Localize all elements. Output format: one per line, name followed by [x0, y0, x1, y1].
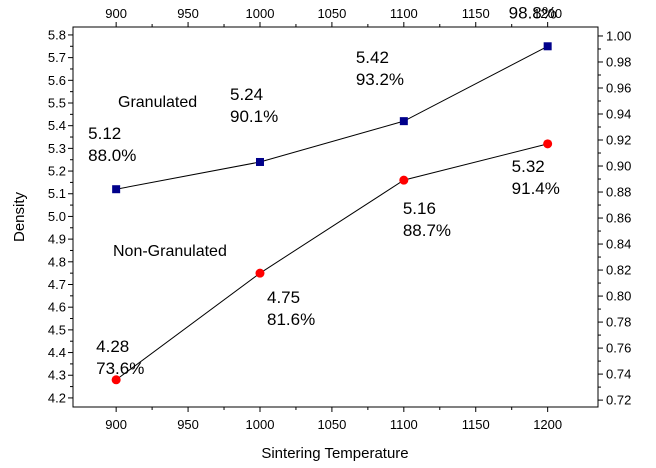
x-top-tick-label: 1200 [533, 6, 562, 21]
x-tick-label: 1050 [317, 417, 346, 432]
y-tick-label: 4.7 [48, 277, 66, 292]
y-tick-label: 5.3 [48, 141, 66, 156]
y-tick-label: 4.6 [48, 300, 66, 315]
series-line-1 [115, 143, 548, 381]
x-tick-label: 1150 [462, 417, 490, 432]
y-tick-label: 5.1 [48, 186, 66, 201]
y2-tick-label: 0.98 [606, 54, 631, 69]
y2-tick-label: 0.90 [606, 159, 631, 174]
data-label-value: 5.12 [88, 124, 121, 143]
y2-tick-label: 0.74 [606, 367, 631, 382]
y-tick-label: 5.0 [48, 209, 66, 224]
series-line-0 [116, 45, 548, 190]
x-top-tick-label: 1150 [462, 6, 490, 21]
series-lines [115, 45, 548, 381]
y2-tick-label: 0.76 [606, 341, 631, 356]
data-point-circle [111, 375, 121, 385]
y2-tick-label: 0.88 [606, 185, 631, 200]
y-tick-label: 5.7 [48, 50, 66, 65]
y2-tick-label: 0.72 [606, 393, 631, 408]
series-label-granulated: Granulated [118, 94, 197, 111]
y-tick-label: 4.3 [48, 368, 66, 383]
data-point-circle [399, 175, 409, 185]
data-label-percent: 88.0% [88, 146, 136, 165]
x-top-tick-label: 1100 [390, 6, 418, 21]
plot-frame [72, 26, 599, 408]
y-tick-label: 5.5 [48, 96, 66, 111]
y2-tick-label: 1.00 [606, 28, 631, 43]
y-axis-title: Density [11, 191, 28, 242]
data-label-percent: 88.7% [403, 221, 451, 240]
y-tick-label: 4.4 [48, 345, 66, 360]
y-tick-label: 5.8 [48, 27, 66, 42]
series-label-non-granulated: Non-Granulated [113, 243, 227, 260]
y2-tick-label: 0.86 [606, 211, 631, 226]
data-point-square [255, 157, 264, 166]
y-tick-label: 5.2 [48, 164, 66, 179]
data-label-value: 4.28 [96, 337, 129, 356]
y-tick-label: 4.8 [48, 254, 66, 269]
y2-tick-label: 0.94 [606, 107, 631, 122]
data-label-value: 5.24 [230, 85, 263, 104]
x-top-tick-label: 1000 [246, 6, 275, 21]
y-tick-label: 4.5 [48, 322, 66, 337]
y2-tick-label: 0.80 [606, 289, 631, 304]
data-point-circle [543, 139, 553, 149]
data-point-circle [255, 268, 265, 278]
series-markers [111, 42, 553, 385]
data-label-percent: 98.8% [509, 3, 557, 22]
data-label-percent: 91.4% [512, 179, 560, 198]
data-point-square [399, 117, 408, 126]
data-label-percent: 93.2% [356, 70, 404, 89]
data-point-square [543, 42, 552, 51]
y-tick-label: 5.4 [48, 118, 66, 133]
data-label-value: 5.32 [512, 157, 545, 176]
y-tick-label: 5.6 [48, 73, 66, 88]
x-tick-label: 950 [177, 417, 199, 432]
data-point-square [112, 185, 121, 194]
x-top-tick-label: 900 [105, 6, 127, 21]
x-tick-label: 1100 [390, 417, 418, 432]
y2-tick-label: 0.84 [606, 237, 631, 252]
x-axis-title: Sintering Temperature [261, 445, 408, 462]
data-label-percent: 73.6% [96, 359, 144, 378]
data-label-value: 5.16 [403, 199, 436, 218]
x-top-tick-label: 950 [177, 6, 199, 21]
data-label-percent: 90.1% [230, 107, 278, 126]
y2-tick-label: 0.96 [606, 80, 631, 95]
y2-tick-label: 0.82 [606, 263, 631, 278]
y2-tick-label: 0.92 [606, 133, 631, 148]
data-label-value: 5.42 [356, 48, 389, 67]
axis-ticks: 900 900 950 950 1000 1000 1050 1050 1100 1100 1150… [48, 6, 631, 432]
data-label-percent: 81.6% [267, 310, 315, 329]
x-tick-label: 1200 [533, 417, 562, 432]
y-tick-label: 4.2 [48, 390, 66, 405]
data-labels: 5.1288.0%5.2490.1%5.4293.2%5.7598.8%4.28… [88, 0, 560, 378]
y-tick-label: 4.9 [48, 232, 66, 247]
x-top-tick-label: 1050 [317, 6, 346, 21]
y2-tick-label: 0.78 [606, 315, 631, 330]
x-tick-label: 1000 [246, 417, 275, 432]
x-tick-label: 900 [105, 417, 127, 432]
data-label-value: 4.75 [267, 288, 300, 307]
